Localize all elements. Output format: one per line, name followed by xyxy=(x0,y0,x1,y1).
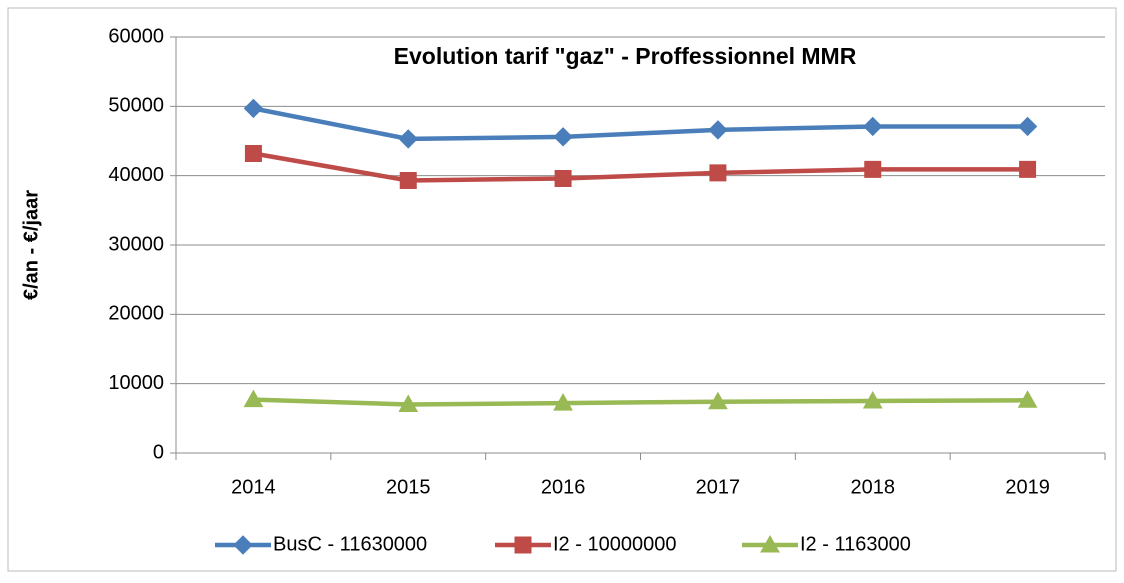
legend-marker xyxy=(514,536,532,554)
data-point xyxy=(708,120,728,140)
legend-label: BusC - 11630000 xyxy=(273,533,427,555)
y-axis-label: €/an - €/jaar xyxy=(20,190,42,300)
legend-marker xyxy=(233,535,253,555)
data-point xyxy=(398,394,419,412)
series-line xyxy=(253,151,1028,183)
chart-border xyxy=(7,7,1117,572)
y-tick-label: 50000 xyxy=(108,95,164,117)
x-tick-label: 2015 xyxy=(386,476,431,498)
series-line xyxy=(253,397,1028,407)
data-point xyxy=(554,169,572,187)
legend-label: I2 - 10000000 xyxy=(553,533,676,555)
data-point xyxy=(1017,390,1038,408)
y-tick-label: 0 xyxy=(153,441,164,463)
data-point xyxy=(1017,116,1038,137)
data-point xyxy=(243,389,264,408)
data-point xyxy=(862,390,883,409)
data-point xyxy=(708,391,728,410)
data-point xyxy=(553,127,573,147)
y-tick-label: 20000 xyxy=(108,303,164,325)
x-tick-label: 2016 xyxy=(541,476,586,498)
data-point xyxy=(709,164,727,182)
y-tick-label: 10000 xyxy=(108,372,164,394)
data-point xyxy=(243,98,264,119)
chart-title: Evolution tarif "gaz" - Proffessionnel M… xyxy=(394,43,857,69)
x-tick-label: 2018 xyxy=(851,476,896,498)
data-point xyxy=(553,393,573,411)
data-point xyxy=(863,116,883,137)
data-point xyxy=(244,144,262,162)
data-point xyxy=(1019,160,1037,178)
y-tick-label: 60000 xyxy=(108,25,164,47)
x-tick-label: 2019 xyxy=(1005,476,1050,498)
data-point xyxy=(399,172,417,190)
legend-label: I2 - 1163000 xyxy=(800,533,911,555)
data-point xyxy=(864,160,882,178)
data-point xyxy=(398,129,418,149)
series-line xyxy=(252,106,1028,142)
x-tick-label: 2017 xyxy=(696,476,741,498)
legend-marker xyxy=(760,534,780,553)
x-tick-label: 2014 xyxy=(231,476,276,498)
y-tick-label: 30000 xyxy=(108,233,164,255)
y-tick-label: 40000 xyxy=(108,164,164,186)
